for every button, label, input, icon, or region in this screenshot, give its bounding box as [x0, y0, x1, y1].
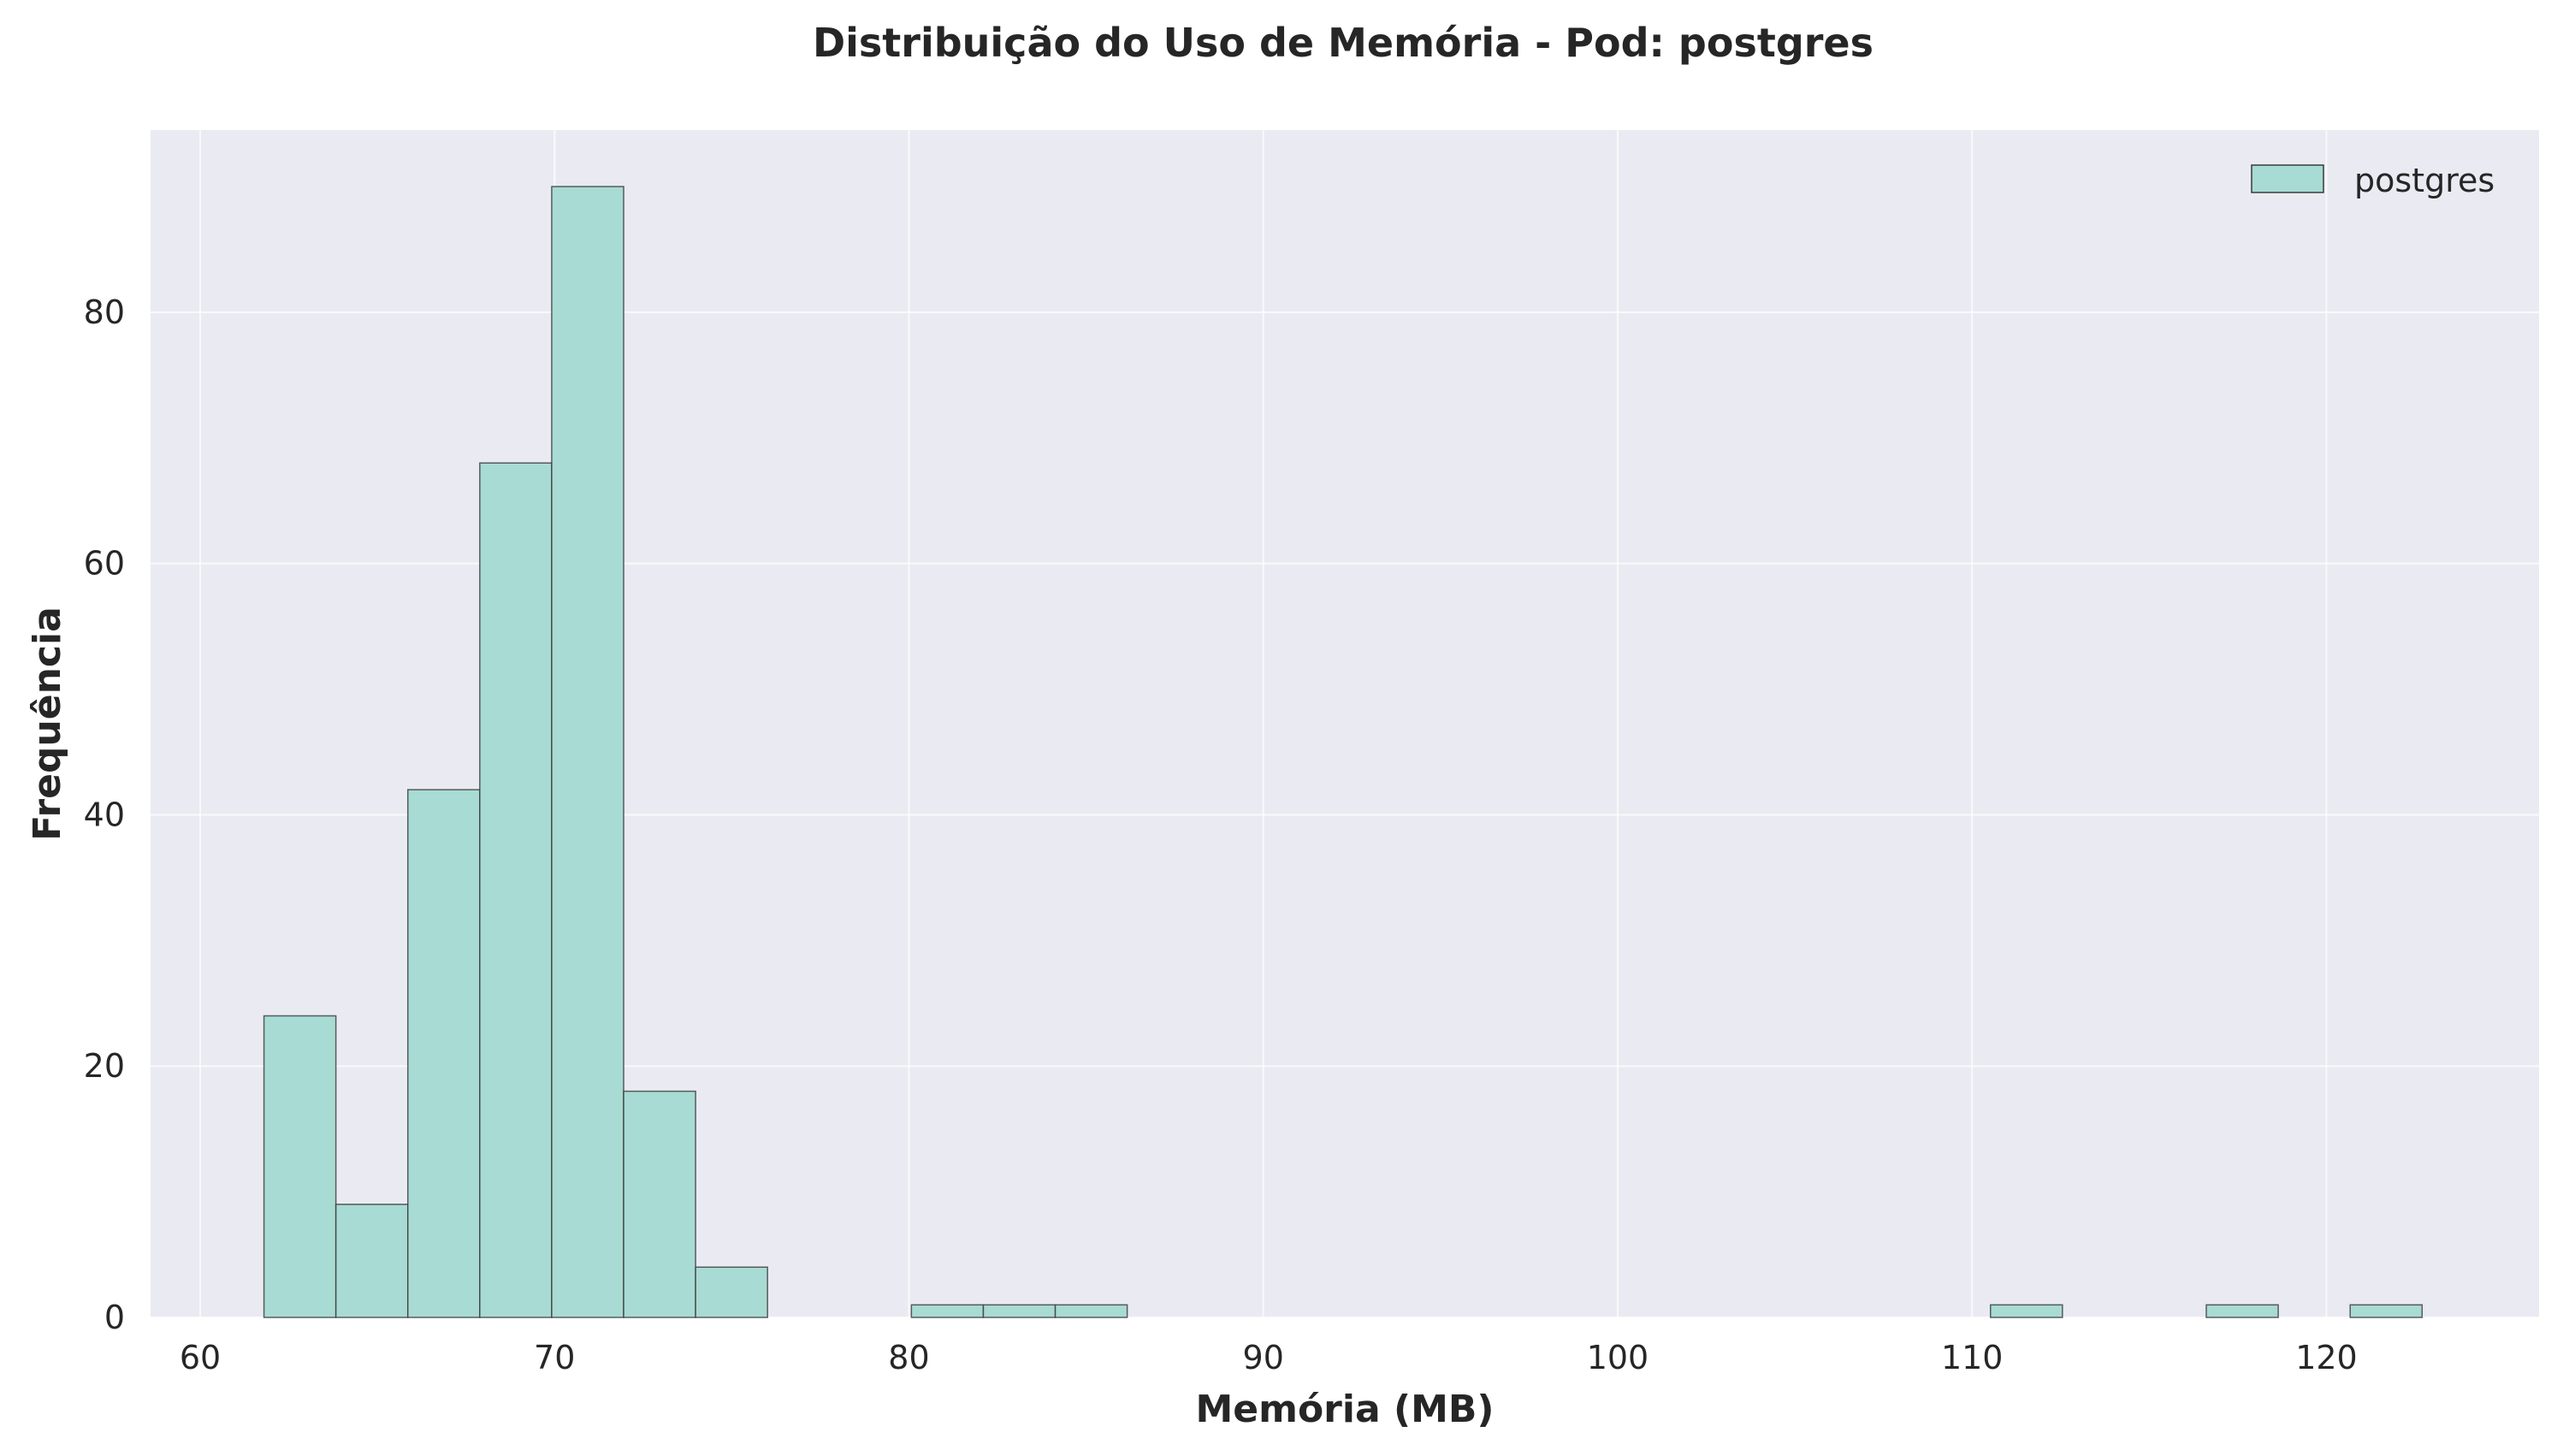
x-axis-ticks: 60 70 80 90 100 110 120	[180, 1339, 2358, 1376]
y-tick-label: 80	[84, 293, 125, 331]
y-tick-label: 0	[104, 1299, 125, 1336]
y-axis-label: Frequência	[26, 607, 69, 841]
x-axis-label: Memória (MB)	[1195, 1388, 1494, 1431]
legend-label: postgres	[2354, 162, 2495, 199]
histogram-bar	[910, 1304, 985, 1318]
legend: postgres	[2251, 162, 2495, 199]
histogram-bar	[334, 1204, 409, 1318]
y-tick-label: 20	[84, 1047, 125, 1085]
histogram-bar	[551, 186, 624, 1318]
y-axis-ticks: 0 20 40 60 80	[84, 293, 125, 1336]
histogram-bar	[406, 789, 481, 1318]
legend-swatch	[2251, 164, 2324, 193]
chart-title: Distribuição do Uso de Memória - Pod: po…	[813, 20, 1873, 66]
x-tick-label: 120	[2295, 1339, 2358, 1376]
y-tick-label: 40	[84, 796, 125, 833]
histogram-bar	[263, 1015, 337, 1318]
histogram-bar	[982, 1304, 1057, 1318]
histogram-bar	[2349, 1304, 2424, 1318]
x-tick-label: 100	[1587, 1339, 1649, 1376]
x-tick-label: 110	[1941, 1339, 2004, 1376]
bars	[263, 186, 2424, 1318]
histogram-bar	[2205, 1304, 2279, 1318]
histogram-bar	[623, 1090, 696, 1318]
x-tick-label: 90	[1243, 1339, 1284, 1376]
x-tick-label: 70	[534, 1339, 575, 1376]
x-tick-label: 60	[180, 1339, 221, 1376]
y-tick-label: 60	[84, 545, 125, 583]
histogram-bar	[479, 462, 553, 1318]
x-tick-label: 80	[888, 1339, 929, 1376]
histogram-bar	[1990, 1304, 2063, 1318]
histogram-bar	[695, 1266, 768, 1318]
histogram-bar	[1054, 1304, 1128, 1318]
